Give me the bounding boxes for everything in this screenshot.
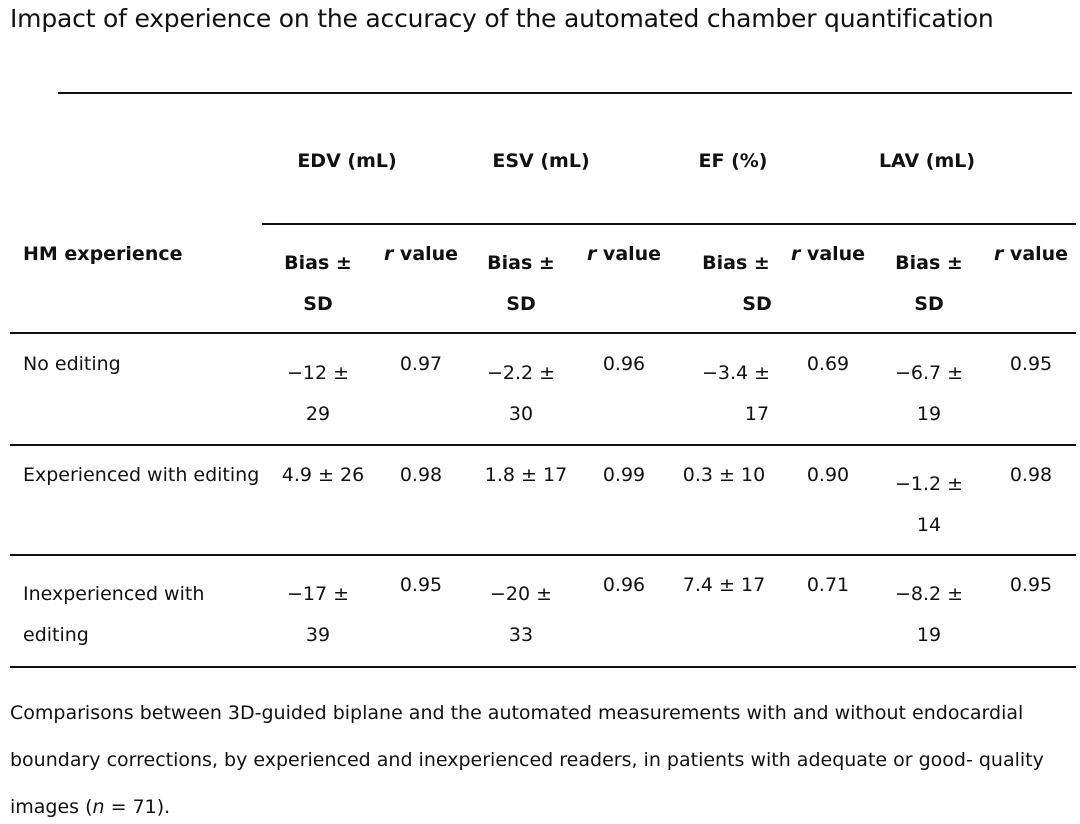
table-cell-ef-r: 0.90	[806, 464, 850, 486]
table-cell-lav-r: 0.98	[1009, 464, 1053, 486]
cell-line: 39	[305, 624, 331, 646]
table-cell-lav-r: 0.95	[1009, 574, 1053, 596]
bias-header-line2: SD	[303, 293, 333, 315]
table-cell-edv-bias: 4.9 ± 26	[281, 464, 365, 486]
r-symbol: r	[790, 243, 801, 265]
cell-line: 17	[744, 403, 770, 425]
row-label: Inexperienced with editing	[23, 574, 204, 656]
bias-header-line1: Bias ±	[895, 252, 963, 274]
group-header-lav: LAV (mL)	[878, 150, 976, 172]
table-cell-lav-bias: −8.2 ± 19	[895, 574, 963, 656]
table-cell-edv-bias: −17 ± 39	[287, 574, 349, 656]
table-cell-edv-r: 0.97	[399, 353, 443, 375]
bias-header: Bias ± SD	[284, 243, 352, 325]
row-label-line: Inexperienced with	[23, 583, 205, 605]
table-cell-lav-bias: −6.7 ± 19	[895, 353, 963, 435]
r-header-rest: value	[393, 243, 459, 265]
table-caption-line: images (n = 71).	[10, 796, 170, 818]
cell-line: 30	[508, 403, 534, 425]
row-divider	[10, 554, 1076, 556]
table-cell-ef-r: 0.69	[806, 353, 850, 375]
table-caption-line: boundary corrections, by experienced and…	[10, 749, 1044, 771]
cell-line: 33	[508, 624, 534, 646]
table-cell-lav-r: 0.95	[1009, 353, 1053, 375]
bias-header-line1: Bias ±	[284, 252, 352, 274]
table-cell-edv-bias: −12 ± 29	[287, 353, 349, 435]
bias-header: Bias ± SD	[487, 243, 555, 325]
table-cell-esv-r: 0.96	[602, 574, 646, 596]
group-header-edv: EDV (mL)	[297, 150, 397, 172]
table-cell-esv-bias: 1.8 ± 17	[484, 464, 568, 486]
table-bottom-rule	[10, 666, 1076, 668]
table-title: Impact of experience on the accuracy of …	[10, 4, 994, 33]
table-top-rule	[58, 92, 1072, 94]
group-header-rule	[262, 223, 1076, 225]
table-cell-lav-bias: −1.2 ± 14	[895, 464, 963, 546]
row-label: No editing	[23, 353, 121, 375]
header-bottom-rule	[10, 332, 1076, 334]
r-symbol: r	[383, 243, 394, 265]
row-label-line: editing	[23, 624, 89, 646]
cell-line: 19	[916, 624, 942, 646]
cell-line: −2.2 ±	[486, 362, 556, 384]
table-cell-ef-bias: −3.4 ± 17	[702, 353, 770, 435]
bias-header: Bias ± SD	[895, 243, 963, 325]
bias-header-line2: SD	[742, 293, 772, 315]
caption-text: = 71).	[104, 796, 171, 818]
bias-header-line1: Bias ±	[487, 252, 555, 274]
table-cell-esv-bias: −2.2 ± 30	[487, 353, 555, 435]
bias-header-line2: SD	[506, 293, 536, 315]
cell-line: 29	[305, 403, 331, 425]
r-value-header: r value	[791, 243, 865, 265]
cell-line: −1.2 ±	[894, 473, 964, 495]
r-header-rest: value	[1003, 243, 1069, 265]
cell-line: −12 ±	[286, 362, 350, 384]
bias-header: Bias ± SD	[700, 243, 772, 325]
bias-header-line2: SD	[914, 293, 944, 315]
table-cell-esv-bias: −20 ± 33	[490, 574, 552, 656]
table-cell-ef-r: 0.71	[806, 574, 850, 596]
r-header-rest: value	[800, 243, 866, 265]
group-header-ef: EF (%)	[698, 150, 768, 172]
cell-line: −8.2 ±	[894, 583, 964, 605]
row-divider	[10, 444, 1076, 446]
table-cell-edv-r: 0.95	[399, 574, 443, 596]
r-symbol: r	[586, 243, 597, 265]
table-cell-edv-r: 0.98	[399, 464, 443, 486]
cell-line: −3.4 ±	[701, 362, 771, 384]
bias-header-line1: Bias ±	[702, 252, 770, 274]
cell-line: −20 ±	[489, 583, 553, 605]
r-value-header: r value	[587, 243, 661, 265]
table-cell-ef-bias: 0.3 ± 10	[682, 464, 766, 486]
row-header-label: HM experience	[23, 243, 183, 265]
cell-line: −6.7 ±	[894, 362, 964, 384]
caption-text: images (	[10, 796, 93, 818]
table-cell-esv-r: 0.96	[602, 353, 646, 375]
row-label: Experienced with editing	[23, 464, 260, 486]
table-caption-line: Comparisons between 3D-guided biplane an…	[10, 702, 1024, 724]
cell-line: 19	[916, 403, 942, 425]
group-header-esv: ESV (mL)	[492, 150, 590, 172]
caption-n-symbol: n	[92, 796, 105, 818]
r-header-rest: value	[596, 243, 662, 265]
table-cell-ef-bias: 7.4 ± 17	[682, 574, 766, 596]
table-cell-esv-r: 0.99	[602, 464, 646, 486]
r-value-header: r value	[384, 243, 458, 265]
r-value-header: r value	[994, 243, 1068, 265]
r-symbol: r	[993, 243, 1004, 265]
cell-line: −17 ±	[286, 583, 350, 605]
cell-line: 14	[916, 514, 942, 536]
